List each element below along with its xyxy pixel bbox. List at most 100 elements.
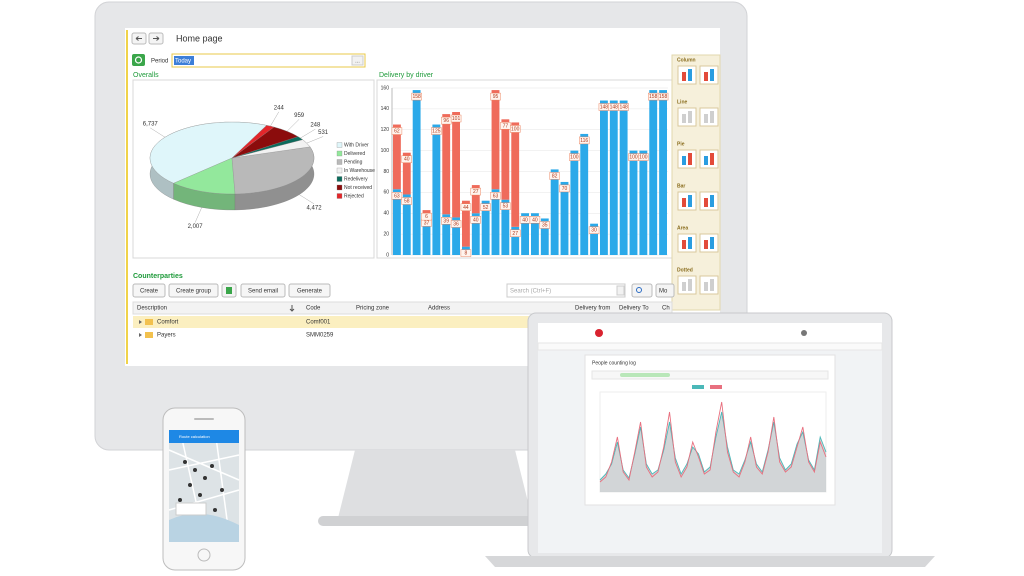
bar-label-box <box>391 127 403 135</box>
map-water <box>169 513 239 542</box>
legend-swatch <box>336 150 343 157</box>
button-row: Create Create group Send email Generate <box>132 283 331 298</box>
bar-value-label: 95 <box>493 94 499 100</box>
bar-label-box <box>470 216 481 224</box>
palette-icon[interactable] <box>677 65 697 85</box>
bar-label-box <box>391 192 403 200</box>
palette-icon-glyph <box>710 279 714 291</box>
pie-value-label: 959 <box>294 113 305 119</box>
palette-icon[interactable] <box>677 233 697 253</box>
pie-value-label: 531 <box>318 130 329 136</box>
palette-icon-glyph <box>682 240 686 249</box>
column-header: Address <box>428 306 450 312</box>
bar-segment <box>609 100 618 256</box>
legend-swatch <box>336 167 343 174</box>
bar-segment <box>452 217 460 255</box>
bar-segment <box>393 189 401 255</box>
palette-icon-glyph <box>704 240 708 249</box>
bar-segment <box>511 122 520 227</box>
palette-icon[interactable] <box>699 107 719 127</box>
bar-segment <box>550 169 559 255</box>
bar-segment <box>560 181 569 255</box>
y-tick-label: 140 <box>381 106 390 112</box>
laptop-chart-title: People counting log <box>592 360 636 366</box>
palette-icon[interactable] <box>677 149 697 169</box>
palette-icon[interactable] <box>677 275 697 295</box>
expand-arrow <box>139 333 142 337</box>
search-dropdown[interactable] <box>616 285 625 296</box>
palette-icon[interactable] <box>677 107 697 127</box>
palette-icon[interactable] <box>699 191 719 211</box>
bar-label-box <box>549 172 560 180</box>
palette-icon[interactable] <box>699 233 719 253</box>
toolbar-button[interactable] <box>168 283 219 298</box>
bar-segment <box>491 189 500 255</box>
palette-icon-glyph <box>710 69 714 81</box>
pie-slice <box>173 157 236 195</box>
table-header <box>132 301 673 315</box>
legend-label: Not received <box>344 185 372 191</box>
palette-icon[interactable] <box>677 191 697 211</box>
legend-swatch <box>710 385 722 389</box>
palette-icon[interactable] <box>699 149 719 169</box>
bar-value-label: 148 <box>610 105 619 111</box>
bar-segment <box>471 185 480 214</box>
legend-swatch <box>336 159 343 165</box>
bar-label-box <box>588 226 600 234</box>
bar-label-box <box>490 192 501 200</box>
bar-label-box <box>579 136 590 145</box>
bar-label-box <box>569 153 580 161</box>
y-tick-label: 120 <box>381 127 390 133</box>
period-picker[interactable] <box>351 55 364 66</box>
search-button[interactable] <box>631 283 653 298</box>
bar-label-box <box>510 229 521 238</box>
bar-label-box <box>510 125 521 133</box>
period-picker-dots: … <box>355 58 360 64</box>
bar-value-label: 37 <box>424 220 430 226</box>
refresh-icon <box>134 56 143 64</box>
pie-slice <box>231 146 315 195</box>
bar-label-box <box>431 127 442 135</box>
delivery-title: Delivery by driver <box>379 72 434 79</box>
monitor-base <box>318 516 552 526</box>
refresh-button[interactable] <box>132 54 145 66</box>
bar-value-label: 30 <box>591 228 597 234</box>
bar-value-label: 27 <box>512 231 518 237</box>
pie-leader <box>194 207 202 223</box>
bar-segment <box>402 152 411 195</box>
bar-segment <box>659 90 667 256</box>
phone-home-button[interactable] <box>197 548 211 562</box>
search-box[interactable] <box>506 283 626 298</box>
forward-arrow <box>153 36 160 41</box>
laptop-filter-bar <box>591 370 829 380</box>
bar-label-box <box>500 202 511 210</box>
bar-segment <box>471 213 480 255</box>
period-input[interactable] <box>171 53 366 68</box>
expand-arrow <box>139 320 142 324</box>
period-label: Period <box>151 59 168 65</box>
bar-label-box <box>450 114 462 123</box>
bar-value-label: 39 <box>443 218 449 224</box>
phone-speaker <box>194 418 214 420</box>
bar-segment <box>442 214 451 255</box>
toolbar-button[interactable] <box>288 283 331 298</box>
palette-section-label: Dotted <box>677 267 693 273</box>
bar-value-label: 36 <box>453 221 459 227</box>
bar-value-label: 44 <box>463 205 469 211</box>
column-header: Delivery from <box>575 306 610 312</box>
bar-segment <box>393 124 401 190</box>
y-tick-label: 80 <box>383 169 389 175</box>
palette-icon[interactable] <box>699 275 719 295</box>
toolbar-button[interactable] <box>240 283 286 298</box>
bar-segment <box>432 124 441 255</box>
bar-label-box <box>480 203 491 211</box>
period-selection <box>174 56 194 65</box>
palette-icon-glyph <box>704 198 708 207</box>
palette-icon[interactable] <box>699 65 719 85</box>
toolbar-button[interactable] <box>132 283 166 298</box>
laptop-filter-chip <box>620 373 670 377</box>
bar-segment <box>501 199 510 255</box>
more-button[interactable] <box>655 283 675 298</box>
